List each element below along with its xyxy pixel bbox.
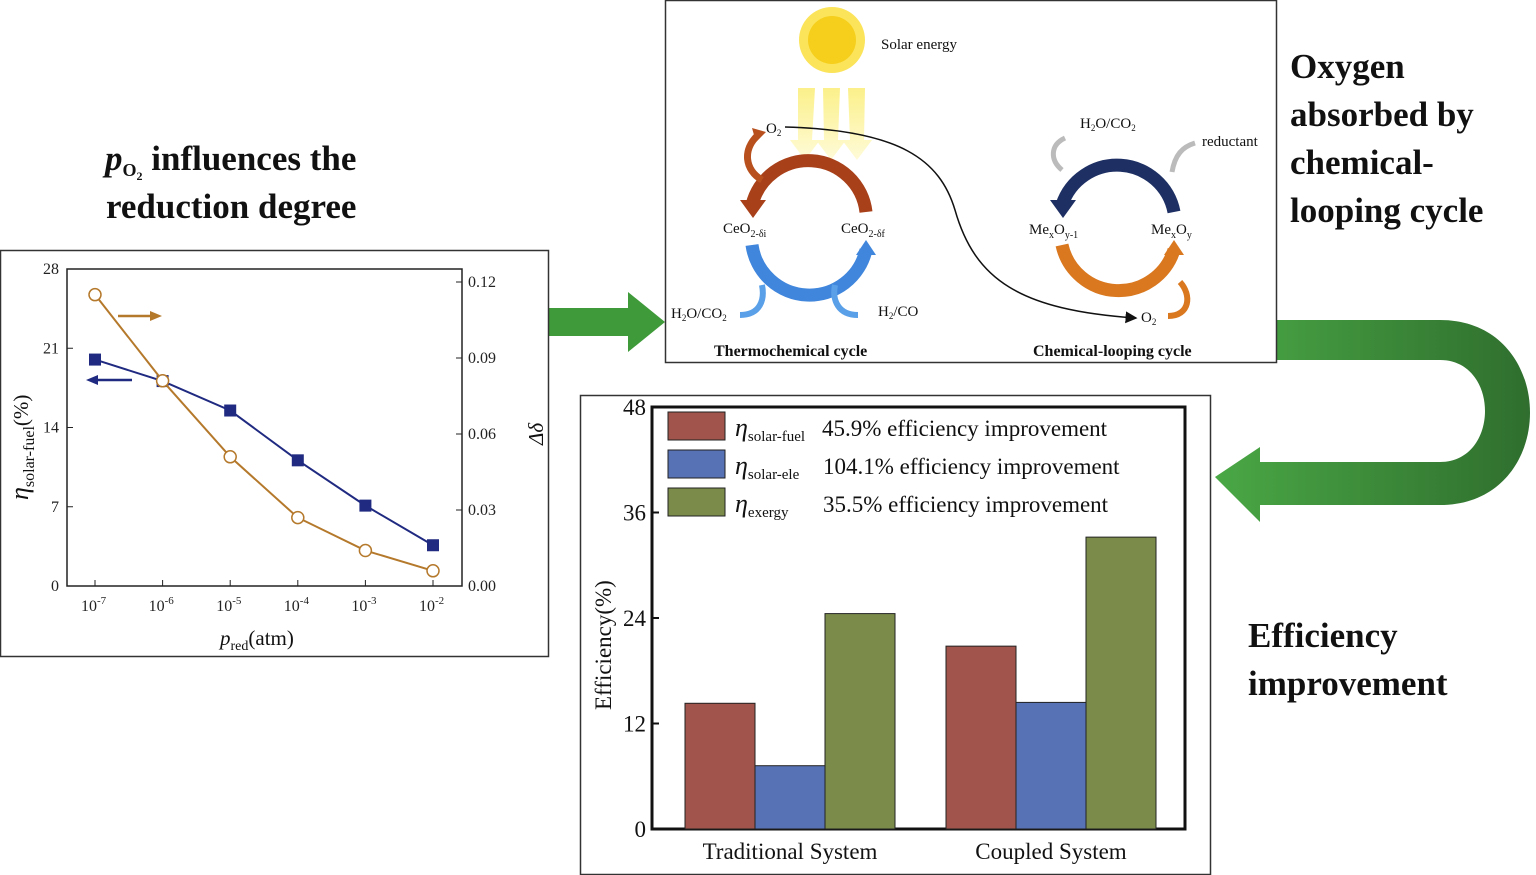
legend-swatch [667,487,726,517]
svg-text:looping cycle: looping cycle [1290,191,1483,230]
u-turn-flow-arrow [1215,320,1530,522]
y-right-tick-label: 0.09 [468,350,496,367]
y-right-tick-label: 0.03 [468,502,496,519]
o2-label-loop: O2 [1141,310,1156,327]
data-point-square [291,454,304,467]
line-chart-frame [0,249,550,658]
x-category-label: Coupled System [975,839,1127,864]
cycle-diagram: Solar energy O2 CeO2-δi CeO2-δf H2O/CO2 … [671,7,1259,360]
o2-release-arrow [744,132,765,184]
data-point-square [224,404,237,417]
data-point-square [89,353,101,366]
data-point-circle [88,287,102,302]
x-tick-label: 10-6 [149,595,175,615]
loop-reduction-arrow [1055,243,1181,298]
legend-label: ηexergy [735,489,789,521]
left-axis-indicator-head [86,375,98,385]
chemical-looping-cycle-title: Chemical-looping cycle [1033,343,1192,360]
x-tick-label: 10-2 [419,595,444,615]
bar-solar-ele-traditional [754,765,826,830]
data-point-circle [291,510,305,525]
bottom-right-heading: Efficiency improvement [1248,616,1448,703]
x-tick-label: 10-7 [81,595,107,615]
series-line-right [94,294,434,572]
legend-label: ηsolar-ele [735,451,800,483]
legend-swatch [667,411,726,441]
ceo2-delta-f-label: CeO2-δf [841,221,886,240]
thermo-reduction-arrow [745,154,873,213]
svg-text:Efficiency: Efficiency [1248,616,1398,655]
ceo2-delta-i-label: CeO2-δi [723,221,767,240]
y-right-tick-label: 0.06 [468,426,496,443]
data-point-square [427,539,439,552]
sun-icon [799,7,865,73]
svg-text:chemical-: chemical- [1290,143,1434,182]
y-right-axis-label: Δδ [524,422,548,446]
y-tick-label: 12 [623,712,646,737]
legend-improvement-note: 104.1% efficiency improvement [823,454,1120,479]
bar-exergy-traditional [824,613,896,830]
mexoy-1-label: MexOy-1 [1029,222,1078,241]
series-line-left [94,358,434,547]
right-flow-arrow [549,292,665,352]
reductant-label: reductant [1202,134,1259,150]
line-chart: 0 7 14 21 28 0.00 0.03 0.06 0.09 0.12 10-7 10-6 10-5… [5,261,548,654]
y-left-tick-label: 0 [51,578,59,595]
svg-text:absorbed by: absorbed by [1290,95,1474,134]
solar-energy-label: Solar energy [881,37,957,53]
y-tick-label: 24 [623,606,647,631]
y-right-tick-label: 0.12 [468,274,496,291]
oxygen-transfer-arrow [784,126,1138,324]
right-heading: Oxygen absorbed by chemical- looping cyc… [1290,47,1483,230]
x-category-label: Traditional System [703,839,878,864]
y-tick-label: 0 [635,817,647,842]
h2o-co2-input-label: H2O/CO2 [671,306,727,323]
mexoy-label: MexOy [1151,222,1192,241]
legend-label: ηsolar-fuel [735,413,805,445]
y-left-tick-label: 14 [43,420,59,437]
svg-text:improvement: improvement [1248,664,1448,703]
thermochemical-cycle-title: Thermochemical cycle [714,343,867,360]
data-point-circle [155,374,170,388]
y-left-tick-label: 21 [43,340,59,357]
left-heading-line1: pO2 influences the [102,139,356,183]
left-heading-line2: reduction degree [106,187,356,226]
data-point-circle [426,564,440,578]
svg-text:Oxygen: Oxygen [1290,47,1405,86]
y-tick-label: 48 [623,395,646,420]
x-tick-label: 10-3 [351,595,377,615]
data-point-circle [358,543,373,558]
y-tick-label: 36 [623,501,646,526]
bar-solar-fuel-coupled [945,645,1017,830]
legend-improvement-note: 45.9% efficiency improvement [822,416,1108,441]
legend-improvement-note: 35.5% efficiency improvement [823,492,1109,517]
o2-label-thermo: O2 [766,121,781,138]
sunlight-beams [790,88,872,160]
x-tick-label: 10-4 [284,595,310,615]
h2o-co2-loop-label: H2O/CO2 [1080,116,1136,133]
h2-co-output-label: H2/CO [878,304,919,321]
legend-swatch [667,449,726,479]
y-left-axis-label: ηsolar-fuel(%) [5,395,38,500]
right-axis-indicator-head [150,311,162,321]
y-axis-label: Efficiency(%) [591,580,616,710]
bar-exergy-coupled [1085,536,1157,830]
bar-chart: 0 12 24 36 48 Efficiency(%) Traditional System… [591,395,1187,864]
data-point-square [359,499,372,512]
thermo-oxidation-arrow [745,243,873,302]
y-left-tick-label: 7 [51,499,59,516]
loop-oxidation-arrow [1055,158,1181,214]
y-right-tick-label: 0.00 [468,578,496,595]
x-tick-label: 10-5 [216,595,242,615]
data-point-circle [223,450,237,464]
bar-solar-fuel-traditional [684,702,756,830]
bar-solar-ele-coupled [1015,701,1087,830]
y-left-tick-label: 28 [43,261,59,278]
x-axis-label: pred(atm) [218,626,294,654]
